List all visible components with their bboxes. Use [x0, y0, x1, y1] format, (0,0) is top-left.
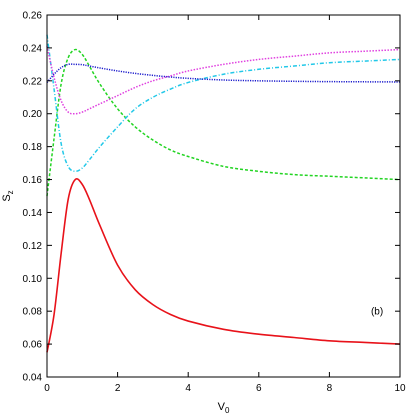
series-line-5: [46, 63, 401, 83]
x-axis-title-main: V: [218, 401, 226, 413]
y-axis-title-main: S: [1, 194, 13, 201]
x-tick-label: 4: [185, 383, 191, 394]
plot-frame: [46, 14, 401, 378]
x-axis-title: V0: [218, 401, 230, 415]
x-tick-label: 6: [256, 383, 262, 394]
y-tick-label: 0.08: [23, 307, 43, 318]
panel-annotation: (b): [371, 306, 383, 317]
series-line-2: [46, 48, 401, 197]
series-line-3: [46, 34, 401, 173]
series-layer: [46, 34, 401, 353]
x-tick-label: 0: [44, 383, 50, 394]
y-tick-label: 0.12: [23, 241, 43, 252]
x-tick-label: 10: [394, 383, 406, 394]
x-tick-label: 2: [115, 383, 121, 394]
y-tick-label: 0.16: [23, 175, 43, 186]
x-axis-title-sub: 0: [225, 406, 230, 415]
y-axis-title-sub: z: [6, 190, 15, 194]
y-tick-label: 0.18: [23, 142, 43, 153]
y-axis-title: Sz: [1, 190, 15, 201]
y-tick-label: 0.10: [23, 274, 43, 285]
y-tick-label: 0.04: [23, 373, 43, 384]
y-tick-label: 0.06: [23, 340, 43, 351]
series-line-4: [46, 46, 401, 115]
y-tick-label: 0.22: [23, 76, 43, 87]
y-tick-label: 0.14: [23, 208, 43, 219]
y-tick-label: 0.20: [23, 109, 43, 120]
y-tick-label: 0.26: [23, 11, 43, 22]
x-tick-label: 8: [327, 383, 333, 394]
ticks-layer: 0 2 4 6 8 10 0.04 0.06 0.08 0.10 0.12 0.14 0.16 0.18 0…: [23, 11, 406, 395]
y-tick-label: 0.24: [23, 43, 43, 54]
series-line-1: [46, 178, 401, 353]
